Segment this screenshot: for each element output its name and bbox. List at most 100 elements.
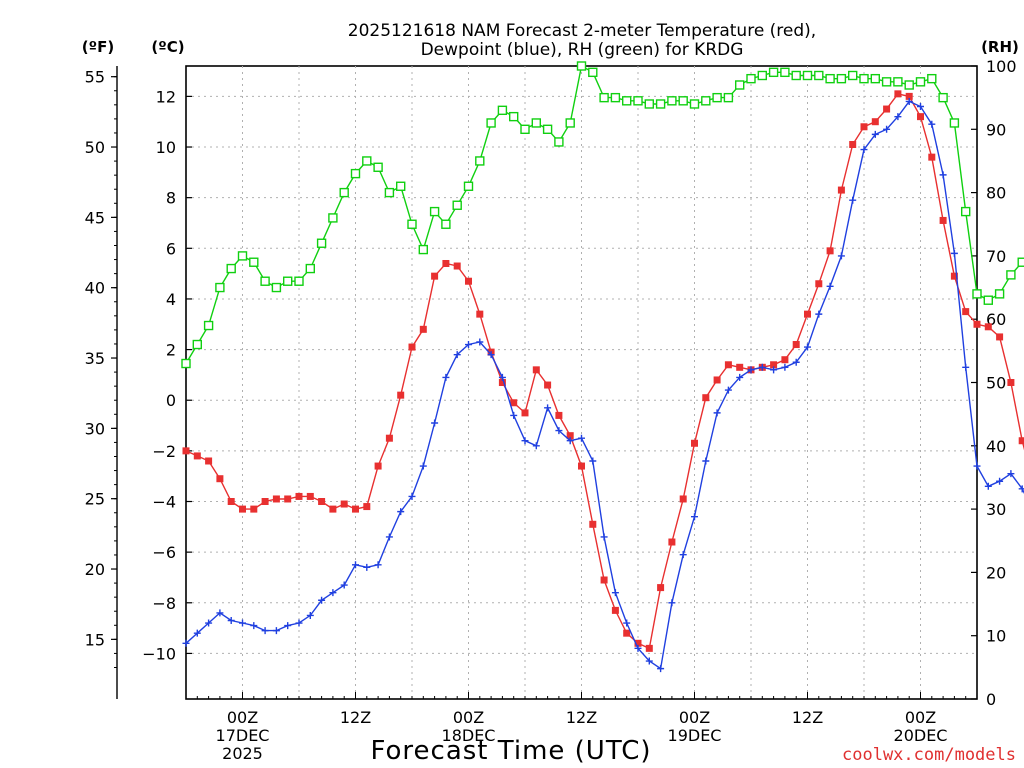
- temperature-point: [284, 495, 292, 503]
- celsius-tick-label: −2: [152, 442, 176, 461]
- rh-point: [203, 320, 214, 331]
- rh-point: [542, 124, 553, 135]
- rh-point: [588, 67, 598, 78]
- rh-point: [283, 276, 293, 286]
- rh-point: [339, 187, 349, 198]
- temperature-point: [657, 584, 665, 592]
- temperature-point: [408, 343, 416, 351]
- dewpoint-point: [419, 462, 427, 470]
- time-tick-label: 00Z: [905, 708, 936, 727]
- dewpoint-point: [239, 619, 246, 627]
- fahrenheit-tick-label: 35: [85, 349, 105, 368]
- temperature-point: [973, 320, 981, 328]
- fahrenheit-tick-label: 40: [85, 279, 105, 298]
- dewpoint-point: [1018, 485, 1024, 493]
- gridlines: [186, 66, 977, 699]
- rh-point: [373, 162, 383, 172]
- dewpoint-series: [182, 97, 1024, 673]
- fahrenheit-axis: 55 50 45 40 35 30 25 20 15: [85, 68, 117, 668]
- rh-tick-label: 100: [986, 57, 1017, 76]
- temperature-point: [849, 140, 857, 148]
- temperature-point: [804, 310, 811, 318]
- temperature-point: [611, 606, 619, 614]
- dewpoint-point: [295, 619, 303, 627]
- temperature-point: [544, 381, 552, 389]
- dewpoint-point: [860, 146, 868, 154]
- rh-point: [407, 219, 417, 229]
- fahrenheit-tick-label: 25: [85, 490, 105, 509]
- temperature-point: [826, 247, 834, 255]
- rh-tick-label: 90: [986, 120, 1006, 139]
- rh-point: [486, 118, 496, 128]
- dewpoint-point: [272, 627, 280, 635]
- temperature-point: [397, 391, 405, 399]
- dewpoint-point: [329, 589, 337, 597]
- rh-point: [972, 289, 982, 299]
- time-tick-label: 12Z: [566, 708, 597, 727]
- temperature-point: [498, 379, 506, 386]
- dewpoint-point: [623, 619, 631, 627]
- rh-point: [678, 96, 688, 106]
- rh-point: [463, 181, 474, 191]
- celsius-tick-label: 0: [166, 391, 176, 410]
- temperature-point: [950, 272, 958, 280]
- temperature-point: [713, 376, 721, 384]
- dewpoint-point: [815, 310, 823, 318]
- dewpoint-point: [905, 97, 913, 105]
- temperature-point: [385, 434, 393, 442]
- celsius-tick-label: 12: [156, 87, 176, 106]
- dewpoint-point: [227, 617, 235, 625]
- dewpoint-point: [385, 533, 393, 541]
- rh-point: [667, 96, 677, 106]
- dewpoint-point: [216, 609, 224, 617]
- rh-point: [735, 80, 745, 90]
- temperature-point: [261, 498, 269, 506]
- temperature-point: [182, 447, 190, 455]
- temperature-point: [781, 356, 789, 364]
- dewpoint-point: [950, 249, 958, 257]
- rh-point: [893, 77, 903, 87]
- dewpoint-point: [250, 622, 258, 630]
- temperature-point: [227, 498, 235, 506]
- dewpoint-point: [318, 596, 326, 604]
- dewpoint-point: [498, 373, 506, 381]
- temperature-point: [193, 452, 201, 460]
- time-tick-label: 18DEC: [442, 726, 496, 745]
- dewpoint-point: [521, 437, 529, 445]
- rh-point: [904, 80, 914, 90]
- temperature-point: [250, 505, 258, 513]
- celsius-tick-label: 8: [166, 189, 176, 208]
- dewpoint-point: [634, 644, 642, 652]
- temperature-line: [185, 93, 1024, 650]
- dewpoint-point: [487, 351, 495, 359]
- celsius-tick-label: 6: [166, 239, 176, 258]
- x-axis-label: Forecast Time (UTC): [370, 736, 651, 766]
- dewpoint-point: [883, 125, 891, 133]
- temperature-point: [871, 118, 879, 126]
- temperature-point: [239, 505, 246, 513]
- temperature-point: [770, 361, 778, 369]
- rh-point: [780, 67, 790, 78]
- temperature-point: [634, 639, 642, 647]
- dewpoint-point: [871, 130, 879, 138]
- dewpoint-point: [363, 563, 371, 571]
- temperature-point: [679, 495, 687, 503]
- rh-point: [576, 61, 587, 71]
- rh-point: [938, 92, 948, 103]
- celsius-tick-label: 10: [156, 138, 176, 157]
- rh-tick-label: 10: [986, 627, 1006, 646]
- celsius-tick-label: 2: [166, 341, 176, 360]
- dewpoint-point: [657, 665, 665, 673]
- rh-point: [328, 213, 338, 223]
- rh-point: [701, 96, 711, 106]
- fahrenheit-tick-label: 50: [85, 138, 105, 157]
- temperature-point: [702, 394, 710, 402]
- dewpoint-point: [510, 411, 518, 419]
- dewpoint-point: [340, 581, 348, 589]
- fahrenheit-tick-label: 15: [85, 630, 105, 649]
- temperature-point: [329, 505, 337, 513]
- temperature-point: [555, 411, 563, 419]
- time-tick-label: 20DEC: [894, 726, 948, 745]
- dewpoint-point: [261, 627, 269, 635]
